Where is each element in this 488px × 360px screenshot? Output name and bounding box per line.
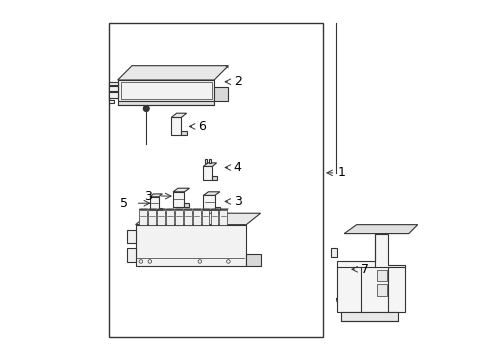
Polygon shape — [139, 209, 148, 210]
Polygon shape — [149, 197, 159, 210]
Text: 2: 2 — [233, 75, 241, 88]
Polygon shape — [183, 210, 191, 225]
Polygon shape — [108, 93, 118, 98]
Bar — [121, 82, 212, 99]
Circle shape — [143, 106, 149, 111]
Polygon shape — [219, 210, 227, 225]
Polygon shape — [203, 166, 212, 180]
Bar — [376, 284, 386, 296]
Polygon shape — [184, 203, 189, 207]
Polygon shape — [337, 234, 405, 312]
Polygon shape — [108, 83, 118, 103]
Polygon shape — [203, 195, 214, 210]
Polygon shape — [210, 210, 218, 225]
Polygon shape — [165, 209, 174, 210]
Text: 5: 5 — [120, 197, 128, 210]
Polygon shape — [214, 87, 228, 102]
Polygon shape — [171, 113, 186, 117]
Polygon shape — [157, 209, 165, 210]
Polygon shape — [192, 210, 200, 225]
Polygon shape — [219, 209, 228, 210]
Polygon shape — [201, 210, 209, 225]
Text: 7: 7 — [360, 263, 368, 276]
Polygon shape — [173, 188, 189, 192]
Polygon shape — [192, 209, 201, 210]
Polygon shape — [148, 210, 156, 225]
Polygon shape — [246, 254, 260, 266]
Text: 3: 3 — [143, 190, 151, 203]
Polygon shape — [214, 207, 220, 210]
Polygon shape — [212, 176, 216, 180]
Polygon shape — [139, 210, 147, 225]
Polygon shape — [108, 82, 118, 85]
Text: 1: 1 — [337, 166, 345, 179]
Polygon shape — [175, 210, 183, 225]
Text: 3: 3 — [233, 195, 241, 208]
Polygon shape — [340, 312, 398, 321]
Bar — [208, 158, 210, 163]
Polygon shape — [157, 210, 164, 225]
Polygon shape — [126, 248, 135, 262]
Polygon shape — [344, 225, 417, 234]
Polygon shape — [165, 210, 173, 225]
Polygon shape — [201, 209, 210, 210]
Polygon shape — [183, 209, 192, 210]
Polygon shape — [108, 86, 118, 91]
Bar — [204, 158, 206, 163]
Polygon shape — [159, 207, 162, 210]
Polygon shape — [148, 209, 157, 210]
Polygon shape — [181, 131, 186, 135]
Polygon shape — [203, 192, 220, 195]
Polygon shape — [118, 66, 228, 80]
Polygon shape — [135, 225, 246, 266]
Bar — [376, 270, 386, 281]
Polygon shape — [171, 117, 181, 135]
Polygon shape — [149, 194, 162, 197]
Polygon shape — [330, 248, 337, 257]
Polygon shape — [175, 209, 183, 210]
Polygon shape — [126, 230, 135, 243]
Polygon shape — [173, 192, 184, 207]
Bar — [108, 23, 323, 337]
Polygon shape — [135, 213, 260, 225]
Polygon shape — [118, 102, 214, 105]
Polygon shape — [210, 209, 219, 210]
Text: 6: 6 — [198, 120, 205, 133]
Polygon shape — [118, 80, 214, 102]
Text: 4: 4 — [233, 161, 241, 174]
Polygon shape — [203, 163, 216, 166]
